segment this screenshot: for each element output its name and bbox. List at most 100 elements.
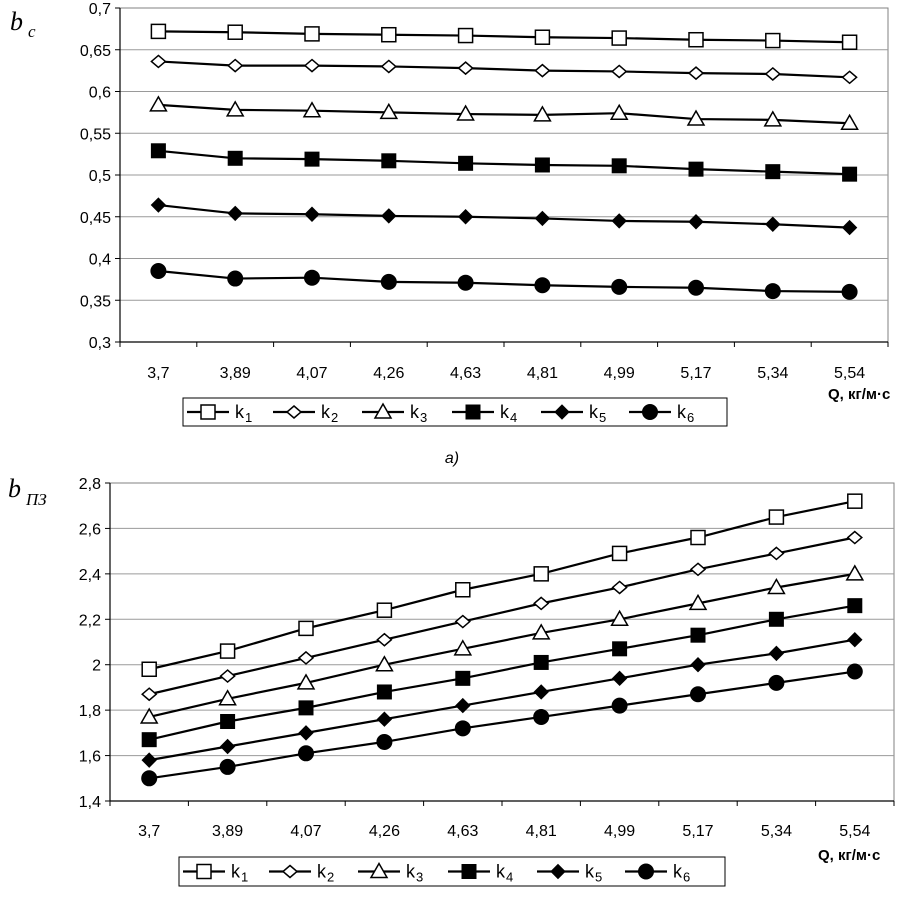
series-k2 <box>150 54 858 85</box>
data-point <box>376 711 393 727</box>
legend-label-subscript: 2 <box>331 410 338 425</box>
data-point <box>298 745 314 762</box>
y-tick-label: 0,6 <box>89 85 111 102</box>
y-tick-label: 0,55 <box>80 126 111 143</box>
series-k4 <box>141 598 863 748</box>
data-point <box>141 732 157 748</box>
series-line <box>148 500 856 671</box>
data-point <box>381 153 397 169</box>
legend-label: k <box>410 402 420 422</box>
data-point <box>764 66 781 81</box>
data-point <box>846 530 863 545</box>
legend-label-subscript: 3 <box>420 410 427 425</box>
data-point <box>765 32 781 49</box>
x-axis-title: Q, кг/м·с <box>818 847 880 864</box>
data-point <box>457 209 474 225</box>
data-point <box>688 161 704 177</box>
data-point <box>611 580 628 595</box>
legend-marker <box>465 404 481 420</box>
data-point <box>534 29 551 45</box>
legend-label: k <box>406 862 416 882</box>
legend-label-subscript: 1 <box>245 410 252 425</box>
data-point <box>218 689 237 706</box>
data-point <box>841 34 858 50</box>
y-tick-label: 2,6 <box>79 521 101 538</box>
data-point <box>768 645 785 662</box>
legend-marker <box>461 864 477 879</box>
series-k4 <box>150 143 858 182</box>
series-k1 <box>150 23 858 50</box>
data-point <box>225 100 245 117</box>
data-point <box>298 725 314 741</box>
data-point <box>453 639 473 656</box>
chart-bottom: 1,4 1,6 1,8 2 2,2 2,4 2,6 2,8 3,7 3,89 4,07 4,26 4,6… <box>8 474 895 887</box>
data-point <box>609 103 629 120</box>
legend-label: k <box>231 862 241 882</box>
y-axis-title: b <box>10 7 23 36</box>
data-point <box>841 219 858 236</box>
y-tick-label: 0,5 <box>89 168 111 185</box>
legend-label: k <box>677 402 687 422</box>
data-point <box>456 104 475 121</box>
series-line <box>148 536 856 696</box>
legend-label-subscript: 4 <box>510 410 517 425</box>
y-tick-label: 1,6 <box>79 749 101 766</box>
data-point <box>688 214 704 230</box>
data-point <box>847 632 863 648</box>
y-tick-label: 1,8 <box>79 703 101 720</box>
legend-label: k <box>321 402 331 422</box>
series-k3 <box>139 564 865 724</box>
legend-marker <box>369 861 389 879</box>
data-point <box>150 54 167 69</box>
data-point <box>298 620 314 637</box>
legend-marker <box>554 404 570 420</box>
data-point <box>375 655 394 672</box>
x-tick-label: 3,7 <box>138 823 160 840</box>
data-point <box>298 700 314 716</box>
y-axis-title: b <box>8 474 21 503</box>
x-tick-label: 4,63 <box>450 365 481 382</box>
data-point <box>611 64 628 79</box>
data-point <box>141 687 158 702</box>
series-k2 <box>141 530 863 702</box>
series-k6 <box>141 663 863 787</box>
x-tick-label: 5,17 <box>680 365 711 382</box>
x-tick-label: 4,26 <box>369 823 400 840</box>
data-point <box>690 686 706 703</box>
data-point <box>150 263 167 280</box>
legend-label: k <box>589 402 599 422</box>
data-point <box>686 109 706 126</box>
data-point <box>454 614 471 629</box>
data-point <box>534 63 551 78</box>
legend-label-subscript: 3 <box>416 870 423 885</box>
y-tick-label: 0,65 <box>80 43 111 60</box>
data-point <box>381 208 397 224</box>
x-tick-label: 3,7 <box>147 365 169 382</box>
legend-marker <box>642 404 658 420</box>
data-point <box>227 150 243 166</box>
y-axis-title-subscript: ПЗ <box>25 490 47 509</box>
data-point <box>768 546 785 561</box>
legend-label: k <box>673 862 683 882</box>
x-tick-label: 5,34 <box>757 365 788 382</box>
y-tick-label: 0,35 <box>80 293 111 310</box>
data-point <box>150 23 167 40</box>
legend-label-subscript: 6 <box>687 410 694 425</box>
data-point <box>688 31 704 48</box>
series-line <box>158 269 850 293</box>
data-point <box>611 697 628 714</box>
chart-top: 0,3 0,35 0,4 0,45 0,5 0,55 0,6 0,65 0,7 3,7 3,89 4,… <box>10 1 890 467</box>
legend-label: k <box>585 862 595 882</box>
data-point <box>767 577 786 595</box>
legend-label: k <box>235 402 245 422</box>
